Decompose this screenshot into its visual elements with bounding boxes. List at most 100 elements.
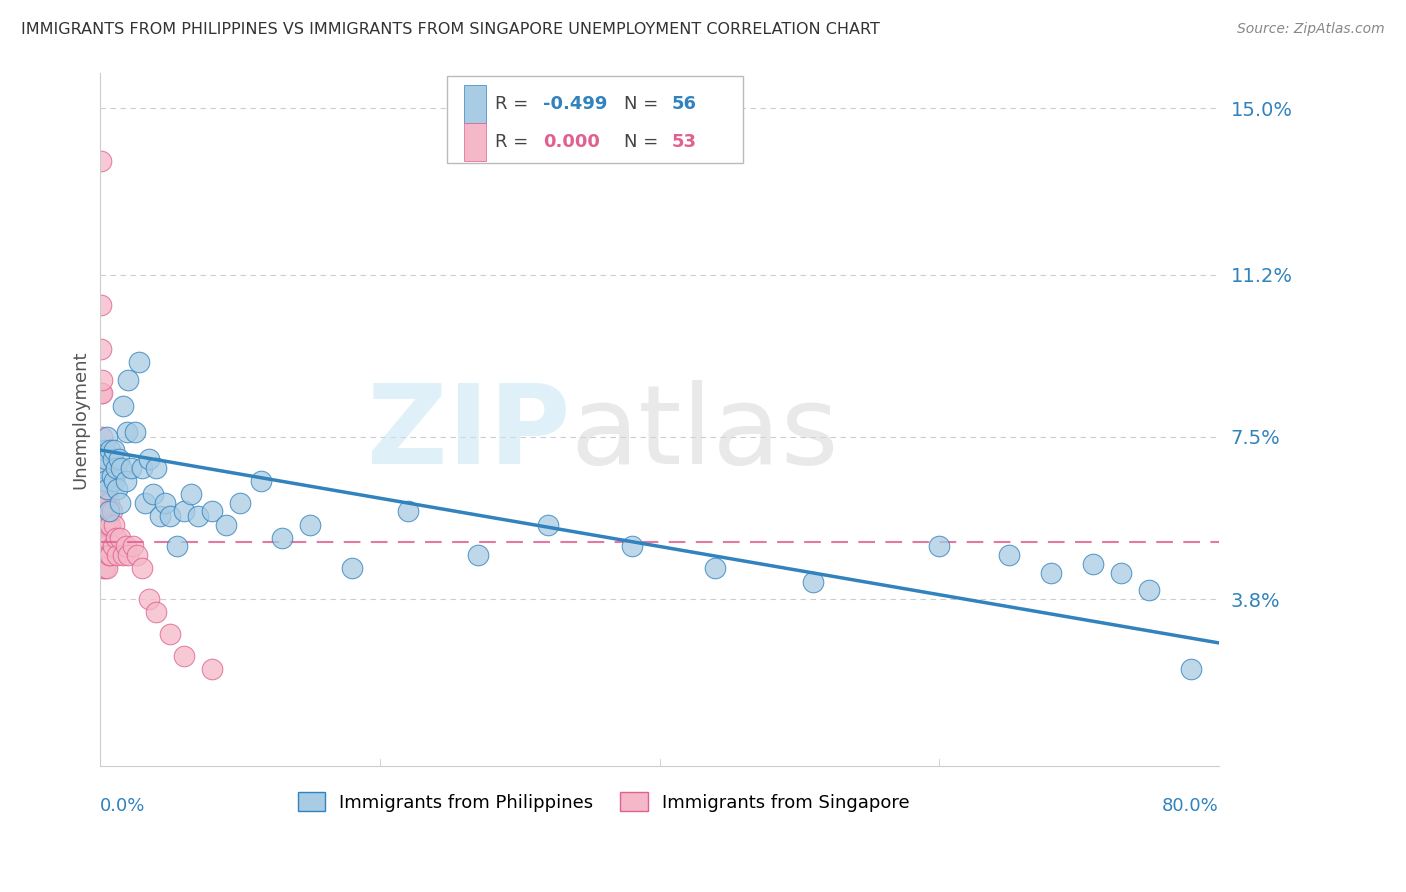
Point — [100, 504, 122, 518]
Point — [340, 561, 363, 575]
Point — [114, 540, 136, 554]
Point — [93, 474, 115, 488]
Point — [91, 487, 114, 501]
Point — [149, 508, 172, 523]
Point — [138, 451, 160, 466]
Point — [153, 495, 176, 509]
Point — [97, 504, 120, 518]
FancyBboxPatch shape — [464, 123, 486, 161]
Point — [537, 517, 560, 532]
Text: atlas: atlas — [569, 380, 838, 487]
Point — [91, 548, 114, 562]
Point — [96, 531, 118, 545]
Point — [96, 504, 118, 518]
Point — [159, 627, 181, 641]
Point — [180, 487, 202, 501]
Point — [98, 442, 121, 457]
Point — [90, 430, 112, 444]
Point — [131, 561, 153, 575]
Point — [138, 592, 160, 607]
Point — [111, 399, 134, 413]
Text: 56: 56 — [672, 95, 697, 112]
Point — [121, 540, 143, 554]
Point — [90, 504, 112, 518]
Point — [91, 561, 114, 575]
Point — [90, 386, 112, 401]
Point — [96, 561, 118, 575]
Point — [271, 531, 294, 545]
Point — [110, 460, 132, 475]
Point — [250, 474, 273, 488]
Point — [166, 540, 188, 554]
Text: 0.0%: 0.0% — [100, 797, 146, 814]
Point — [94, 517, 117, 532]
Point — [201, 662, 224, 676]
Point — [94, 495, 117, 509]
Point — [115, 425, 138, 440]
Point — [93, 561, 115, 575]
Point — [998, 548, 1021, 562]
Point — [96, 430, 118, 444]
Point — [103, 517, 125, 532]
Point — [91, 540, 114, 554]
Point — [145, 605, 167, 619]
Text: N =: N = — [624, 95, 664, 112]
Point — [104, 460, 127, 475]
Point — [90, 153, 112, 168]
Point — [396, 504, 419, 518]
Point — [145, 460, 167, 475]
Point — [1081, 557, 1104, 571]
Point — [98, 517, 121, 532]
Point — [173, 648, 195, 663]
Point — [229, 495, 252, 509]
Point — [1040, 566, 1063, 580]
Point — [93, 517, 115, 532]
Point — [173, 504, 195, 518]
Point — [94, 451, 117, 466]
Point — [108, 495, 131, 509]
Point — [120, 460, 142, 475]
Point — [91, 517, 114, 532]
Point — [91, 474, 114, 488]
Point — [90, 342, 112, 356]
FancyBboxPatch shape — [464, 85, 486, 123]
Text: R =: R = — [495, 133, 534, 151]
Point — [111, 548, 134, 562]
Point — [93, 442, 115, 457]
Point — [1109, 566, 1132, 580]
Text: 0.000: 0.000 — [543, 133, 600, 151]
Point — [97, 548, 120, 562]
Point — [91, 460, 114, 475]
Text: IMMIGRANTS FROM PHILIPPINES VS IMMIGRANTS FROM SINGAPORE UNEMPLOYMENT CORRELATIO: IMMIGRANTS FROM PHILIPPINES VS IMMIGRANT… — [21, 22, 880, 37]
Point — [104, 531, 127, 545]
Point — [114, 474, 136, 488]
Point — [117, 548, 139, 562]
Point — [467, 548, 489, 562]
Text: 80.0%: 80.0% — [1161, 797, 1219, 814]
Point — [93, 495, 115, 509]
Point — [101, 540, 124, 554]
Point — [101, 451, 124, 466]
Point — [105, 483, 128, 497]
Point — [187, 508, 209, 523]
Text: -0.499: -0.499 — [543, 95, 607, 112]
Point — [90, 460, 112, 475]
Point — [128, 355, 150, 369]
Point — [93, 474, 115, 488]
Y-axis label: Unemployment: Unemployment — [72, 350, 89, 489]
Point — [96, 483, 118, 497]
Text: N =: N = — [624, 133, 664, 151]
Point — [107, 451, 129, 466]
Point — [94, 460, 117, 475]
Point — [620, 540, 643, 554]
Point — [97, 517, 120, 532]
Point — [108, 531, 131, 545]
Point — [1137, 583, 1160, 598]
Point — [134, 495, 156, 509]
Point — [93, 531, 115, 545]
Point — [142, 487, 165, 501]
Text: 53: 53 — [672, 133, 697, 151]
Point — [131, 460, 153, 475]
Point — [94, 540, 117, 554]
Text: R =: R = — [495, 95, 534, 112]
